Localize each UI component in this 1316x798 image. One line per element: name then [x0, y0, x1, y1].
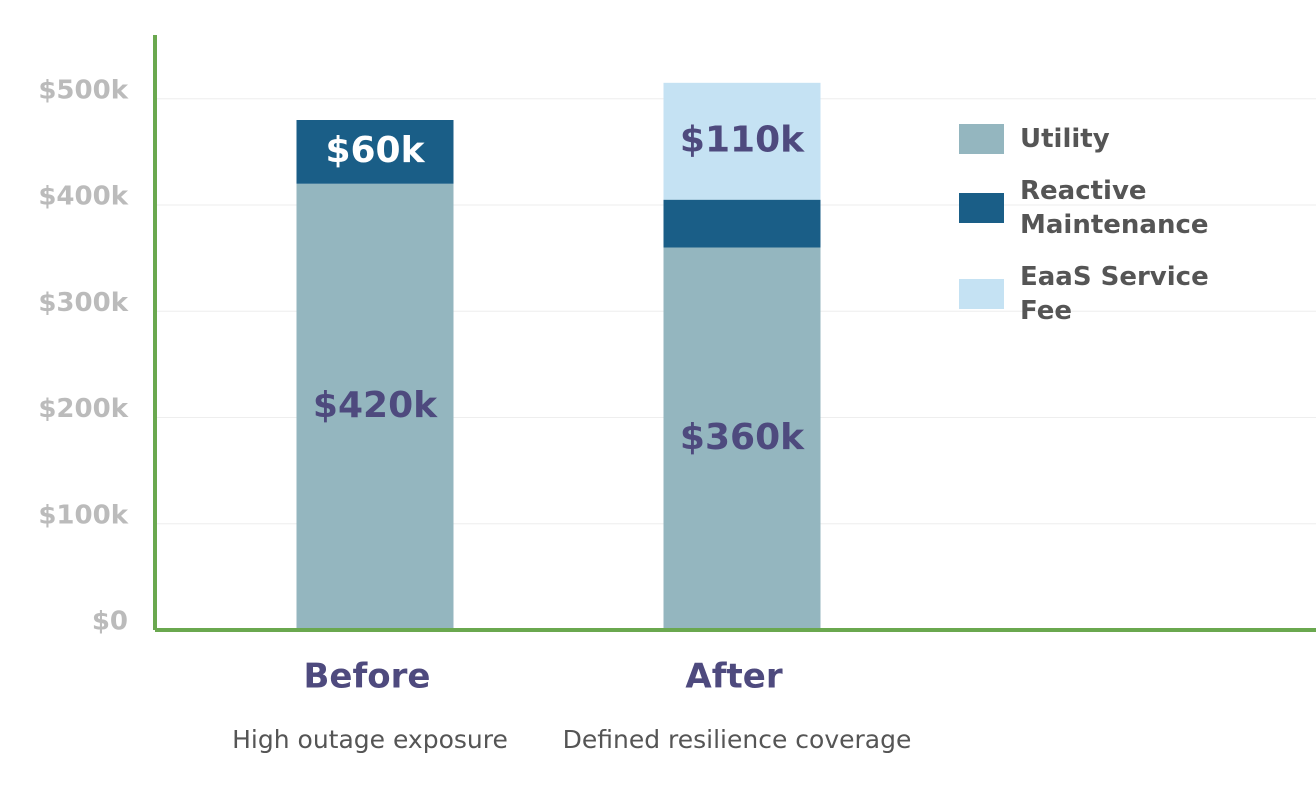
- legend-label: Reactive Maintenance: [1020, 176, 1209, 240]
- y-tick-label: $0: [92, 607, 128, 637]
- legend: Utility Reactive Maintenance EaaS Service …: [959, 122, 1299, 346]
- legend-item: EaaS Service Fee: [959, 260, 1299, 328]
- bar-segment: [296, 120, 454, 184]
- legend-label: Utility: [1020, 124, 1110, 154]
- legend-item: Reactive Maintenance: [959, 174, 1299, 242]
- value-label: $60k: [325, 130, 425, 171]
- category-subtitle: Defined resilience coverage: [563, 725, 912, 754]
- x-tick-label: Before: [304, 657, 431, 697]
- y-tick-label: $200k: [38, 394, 128, 424]
- bar-segment: [663, 199, 821, 248]
- value-label: $420k: [313, 385, 438, 426]
- value-label: $360k: [680, 417, 805, 458]
- y-tick-label: $100k: [38, 500, 128, 530]
- value-label: $110k: [680, 119, 805, 160]
- legend-item: Utility: [959, 122, 1299, 156]
- legend-swatch: [959, 124, 1004, 154]
- bar-segment: [663, 247, 821, 630]
- y-tick-label: $300k: [38, 288, 128, 318]
- y-tick-label: $400k: [38, 182, 128, 212]
- x-tick-label: After: [685, 657, 782, 697]
- bar-segment: [296, 183, 454, 630]
- legend-swatch: [959, 279, 1004, 309]
- legend-swatch: [959, 193, 1004, 223]
- legend-label: EaaS Service Fee: [1020, 262, 1209, 326]
- bar-segment: [663, 82, 821, 200]
- category-subtitle: High outage exposure: [232, 725, 508, 754]
- y-tick-label: $500k: [38, 75, 128, 105]
